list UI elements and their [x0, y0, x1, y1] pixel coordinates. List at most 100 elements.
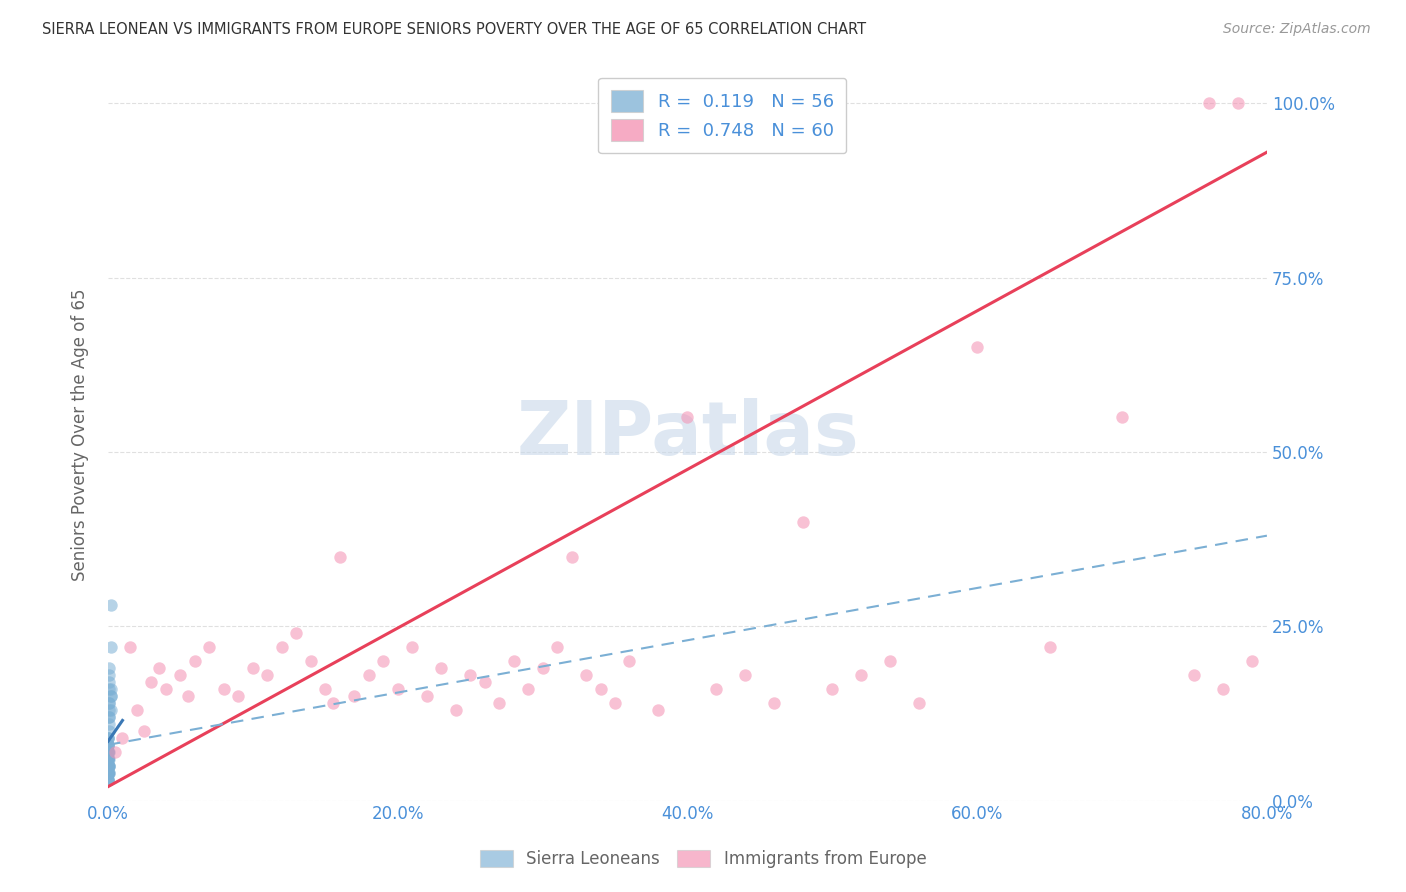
Point — [270, 640, 292, 655]
Point — [98, 696, 121, 710]
Point — [97, 731, 120, 745]
Point — [314, 681, 336, 696]
Point — [444, 703, 467, 717]
Point — [879, 654, 901, 668]
Point — [97, 758, 120, 772]
Point — [763, 696, 786, 710]
Point — [98, 745, 121, 759]
Point — [169, 668, 191, 682]
Point — [97, 752, 120, 766]
Point — [97, 738, 120, 752]
Point — [111, 731, 134, 745]
Legend: R =  0.119   N = 56, R =  0.748   N = 60: R = 0.119 N = 56, R = 0.748 N = 60 — [598, 78, 846, 153]
Point — [184, 654, 207, 668]
Point — [821, 681, 844, 696]
Point — [706, 681, 728, 696]
Point — [474, 675, 496, 690]
Point — [502, 654, 524, 668]
Point — [98, 758, 121, 772]
Point — [97, 765, 120, 780]
Point — [98, 765, 121, 780]
Point — [242, 661, 264, 675]
Point — [1039, 640, 1062, 655]
Point — [97, 772, 120, 787]
Point — [256, 668, 278, 682]
Point — [176, 689, 198, 703]
Point — [676, 410, 699, 425]
Point — [1111, 410, 1133, 425]
Point — [97, 765, 120, 780]
Point — [343, 689, 366, 703]
Point — [97, 738, 120, 752]
Point — [98, 696, 121, 710]
Point — [97, 758, 120, 772]
Point — [98, 681, 121, 696]
Point — [488, 696, 510, 710]
Point — [373, 654, 395, 668]
Point — [97, 745, 120, 759]
Point — [98, 717, 121, 731]
Point — [104, 745, 127, 759]
Point — [322, 696, 344, 710]
Point — [734, 668, 756, 682]
Point — [141, 675, 163, 690]
Point — [100, 681, 122, 696]
Point — [430, 661, 453, 675]
Point — [415, 689, 437, 703]
Point — [517, 681, 540, 696]
Point — [1226, 96, 1249, 111]
Point — [97, 752, 120, 766]
Point — [100, 703, 122, 717]
Point — [98, 661, 121, 675]
Point — [97, 765, 120, 780]
Point — [97, 772, 120, 787]
Point — [531, 661, 554, 675]
Point — [1212, 681, 1234, 696]
Point — [97, 758, 120, 772]
Point — [589, 681, 612, 696]
Text: ZIPatlas: ZIPatlas — [516, 398, 859, 471]
Point — [603, 696, 626, 710]
Point — [908, 696, 931, 710]
Point — [97, 765, 120, 780]
Point — [546, 640, 568, 655]
Point — [100, 689, 122, 703]
Point — [97, 752, 120, 766]
Point — [619, 654, 641, 668]
Point — [575, 668, 598, 682]
Point — [98, 758, 121, 772]
Point — [401, 640, 423, 655]
Text: SIERRA LEONEAN VS IMMIGRANTS FROM EUROPE SENIORS POVERTY OVER THE AGE OF 65 CORR: SIERRA LEONEAN VS IMMIGRANTS FROM EUROPE… — [42, 22, 866, 37]
Legend: Sierra Leoneans, Immigrants from Europe: Sierra Leoneans, Immigrants from Europe — [472, 843, 934, 875]
Point — [299, 654, 322, 668]
Point — [851, 668, 873, 682]
Point — [97, 745, 120, 759]
Point — [98, 675, 121, 690]
Point — [98, 710, 121, 724]
Point — [100, 599, 122, 613]
Point — [100, 640, 122, 655]
Point — [97, 765, 120, 780]
Point — [98, 752, 121, 766]
Point — [125, 703, 148, 717]
Point — [561, 549, 583, 564]
Point — [212, 681, 235, 696]
Point — [134, 723, 156, 738]
Point — [792, 515, 814, 529]
Point — [97, 745, 120, 759]
Point — [97, 745, 120, 759]
Point — [118, 640, 141, 655]
Point — [97, 745, 120, 759]
Point — [97, 758, 120, 772]
Point — [97, 772, 120, 787]
Point — [228, 689, 250, 703]
Point — [98, 703, 121, 717]
Point — [98, 710, 121, 724]
Point — [97, 758, 120, 772]
Text: Source: ZipAtlas.com: Source: ZipAtlas.com — [1223, 22, 1371, 37]
Point — [1241, 654, 1264, 668]
Point — [97, 752, 120, 766]
Point — [458, 668, 481, 682]
Point — [1198, 96, 1220, 111]
Point — [198, 640, 221, 655]
